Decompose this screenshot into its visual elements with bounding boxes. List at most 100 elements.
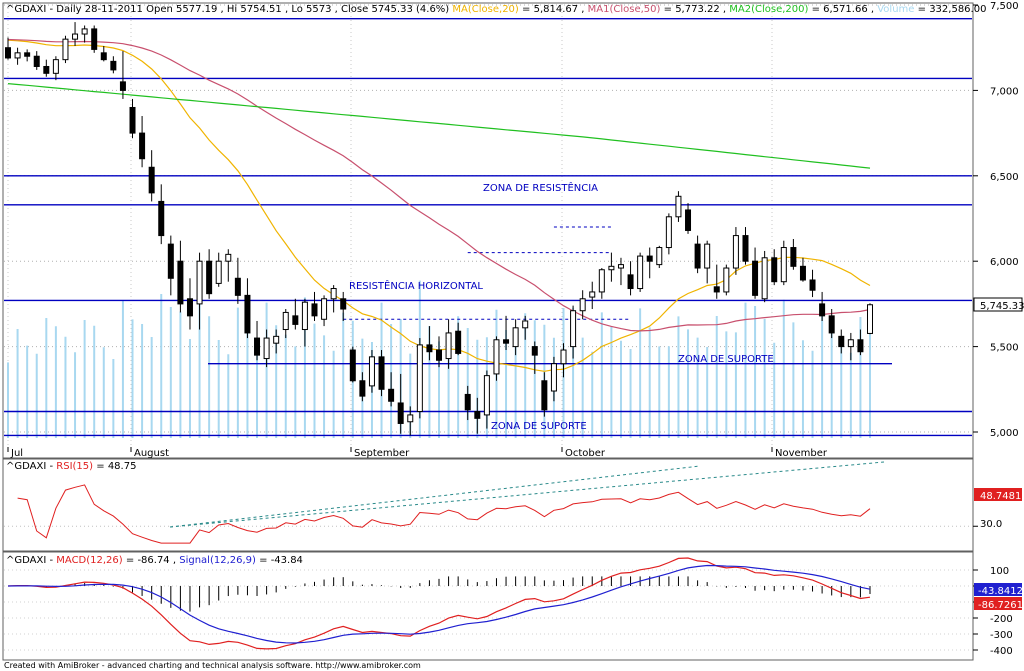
lo-label: Lo [291, 4, 303, 15]
close-value: 5745.33 [371, 4, 412, 15]
volume-bars [7, 280, 871, 438]
rsi-tick-30: 30.0 [980, 519, 1002, 530]
candle-body [656, 247, 663, 266]
candle-body [129, 106, 136, 134]
candle-body [5, 47, 11, 59]
candle-body [186, 298, 193, 317]
ma50-label: MA1(Close,50) [588, 4, 661, 15]
candle-body [359, 380, 366, 397]
month-label: Jul [10, 448, 23, 459]
rsi-badge [974, 488, 1022, 501]
candle-body [158, 200, 165, 237]
candle-body [416, 344, 423, 413]
rsi-symbol: ^GDAXI [6, 461, 46, 472]
candle-body [100, 52, 107, 61]
macd-title: ^GDAXI - MACD(12,26) = -86.74 , Signal(1… [6, 555, 303, 566]
candle-body [455, 330, 462, 354]
open-value: 5577.19 [176, 4, 217, 15]
ma20-value: 5,814.67 [534, 4, 579, 15]
candle-body [704, 243, 711, 269]
candle-body [254, 337, 261, 356]
y-tick-label: 7,500 [990, 1, 1019, 12]
rsi-panel-frame [2, 458, 974, 552]
candle-body [349, 349, 356, 382]
candle-body [790, 247, 797, 267]
rsi-plot [4, 461, 978, 544]
rsi-label: RSI(15) [56, 461, 93, 472]
y-tick-label: 7,000 [990, 86, 1019, 97]
y-tick-label: 5,500 [990, 343, 1019, 354]
candle-body [234, 277, 241, 296]
candle-body [436, 349, 442, 361]
candle-body [167, 243, 174, 279]
candle-body [407, 414, 414, 423]
candle-body [14, 52, 21, 59]
month-label: October [565, 448, 606, 459]
candle-body [177, 260, 184, 305]
rsi-badge-value: 48.7481 [980, 491, 1021, 502]
signal-value: -43.84 [271, 555, 303, 566]
candle-body [550, 363, 557, 392]
candle-body [273, 335, 280, 344]
hi-value: 5754.51 [240, 4, 281, 15]
hi-label: Hi [227, 4, 237, 15]
month-label: August [134, 448, 169, 459]
candle-body [464, 393, 471, 411]
change-value: (4.6%) [416, 4, 449, 15]
month-label: September [354, 448, 410, 459]
signal-badge [974, 583, 1022, 596]
candle-body [819, 303, 826, 317]
macd-tick-label: -300 [990, 630, 1013, 641]
close-label: Close [341, 4, 368, 15]
macd-tick-label: -400 [990, 646, 1013, 657]
last-price-value: 5,745.33 [980, 301, 1024, 312]
macd-tick-label: 100 [990, 566, 1009, 577]
candle-body [263, 337, 270, 360]
y-tick-label: 6,000 [990, 257, 1019, 268]
footer-credit: Created with AmiBroker - advanced charti… [4, 661, 421, 670]
ma20-label: MA(Close,20) [452, 4, 519, 15]
ma200-value: 6,571.66 [823, 4, 868, 15]
candle-body [330, 288, 337, 300]
candle-body [627, 274, 634, 290]
lo-value: 5573 [306, 4, 331, 15]
rsi-title: ^GDAXI - RSI(15) = 48.75 [6, 461, 136, 472]
candle-body [828, 315, 835, 334]
candle-body [62, 38, 69, 61]
candle-body [570, 310, 577, 348]
candle-body [531, 346, 538, 356]
y-tick-label: 5,000 [990, 428, 1019, 439]
candle-body [512, 327, 519, 348]
horizontal-levels [4, 17, 972, 437]
candle-body [301, 301, 308, 331]
candle-body [608, 265, 615, 271]
candle-body [52, 59, 59, 74]
macd-badge-value: -86.7261 [978, 600, 1023, 611]
dashed-levels [343, 226, 631, 320]
price-period: Daily [56, 4, 81, 15]
candle-body [139, 132, 146, 160]
open-label: Open [146, 4, 173, 15]
candle-body [282, 311, 289, 331]
horizontal-resistance-label: RESISTÊNCIA HORIZONTAL [349, 279, 483, 292]
candle-body [340, 298, 347, 310]
candle-body [148, 166, 155, 194]
candle-body [847, 339, 854, 348]
candle-body [244, 294, 251, 334]
candle-body [397, 402, 404, 424]
candle-body [637, 255, 644, 290]
support-zone-upper-label: ZONA DE SUPORTE [678, 354, 774, 365]
candle-body [838, 335, 845, 348]
candle-body [72, 33, 79, 40]
candle-body [493, 339, 500, 375]
candle-body [761, 257, 768, 300]
month-axis: Jul August September October November [7, 447, 828, 459]
month-label: November [775, 448, 828, 459]
candle-body [388, 388, 395, 402]
candle-body [196, 260, 203, 305]
candle-body [723, 267, 730, 293]
candle-body [24, 52, 31, 57]
candle-body [665, 216, 672, 249]
candle-body [33, 55, 40, 67]
